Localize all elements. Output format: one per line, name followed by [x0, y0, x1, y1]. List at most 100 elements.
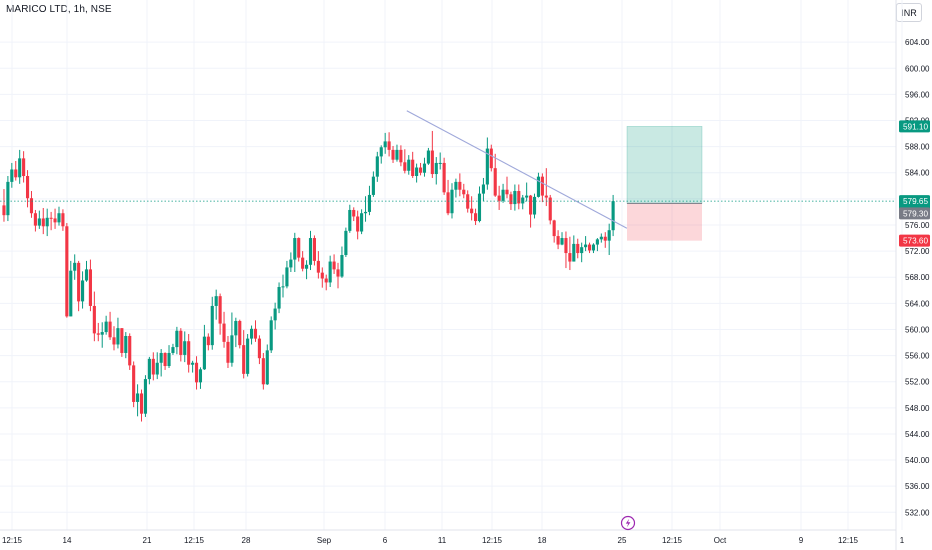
- candle: [466, 190, 470, 213]
- y-tick-label: 604.00: [905, 38, 930, 47]
- candle: [41, 208, 45, 235]
- candle-body: [88, 269, 92, 306]
- y-tick-label: 564.00: [905, 299, 930, 308]
- candle-body: [155, 362, 159, 375]
- candle-body: [293, 238, 297, 260]
- candle-body: [576, 243, 580, 254]
- candle-body: [214, 296, 218, 306]
- candle: [120, 328, 124, 357]
- candle-body: [525, 195, 529, 198]
- candle-body: [163, 352, 167, 367]
- candle: [29, 191, 34, 218]
- candle: [525, 182, 529, 202]
- candle: [481, 177, 485, 202]
- candle: [234, 317, 238, 348]
- candle-body: [61, 213, 65, 227]
- candle-body: [611, 201, 615, 231]
- candle: [49, 211, 53, 231]
- lightning-event-icon[interactable]: [620, 515, 636, 531]
- y-tick-label: 572.00: [905, 247, 930, 256]
- candle: [599, 233, 603, 243]
- candle-body: [340, 255, 344, 277]
- candle: [175, 326, 179, 355]
- candle: [548, 194, 552, 225]
- candle: [151, 352, 155, 381]
- y-tick-label: 552.00: [905, 378, 930, 387]
- candle: [540, 173, 544, 203]
- candle-body: [84, 269, 89, 281]
- candle-body: [277, 287, 281, 309]
- candle-body: [308, 238, 313, 265]
- candle-body: [383, 141, 387, 148]
- candle-body: [599, 236, 603, 240]
- candle: [139, 389, 144, 422]
- candle: [505, 176, 509, 199]
- lightning-bolt-icon: [625, 518, 631, 528]
- candle: [293, 232, 297, 272]
- candle: [556, 230, 560, 250]
- candle: [33, 209, 37, 232]
- candle-body: [395, 149, 399, 160]
- candle-body: [360, 213, 364, 232]
- candle-body: [10, 169, 14, 182]
- candle: [568, 236, 572, 271]
- candle: [560, 232, 564, 246]
- candle-body: [560, 238, 564, 245]
- candle-body: [65, 226, 69, 317]
- candle: [399, 145, 403, 167]
- candle-body: [18, 158, 22, 178]
- candle-body: [564, 238, 568, 254]
- candle: [387, 132, 391, 157]
- candle: [281, 274, 285, 298]
- candle: [438, 152, 442, 170]
- candle: [14, 160, 18, 181]
- candle-body: [73, 262, 77, 271]
- candle: [407, 155, 411, 175]
- y-tick-label: 536.00: [905, 482, 930, 491]
- target-price-label-text: 591.10: [903, 122, 928, 131]
- candle-body: [175, 330, 179, 348]
- candle: [320, 267, 324, 288]
- candle: [305, 260, 309, 280]
- entry-price-label-text: 579.30: [903, 209, 928, 218]
- candle-body: [529, 195, 533, 215]
- candle-body: [375, 156, 379, 177]
- candle: [587, 242, 592, 254]
- candle: [324, 274, 328, 291]
- candle-body: [367, 194, 372, 212]
- candle: [572, 235, 576, 262]
- candle: [403, 149, 407, 174]
- candle-body: [332, 261, 336, 270]
- candle-body: [501, 189, 505, 201]
- entry-price-label-bg: [899, 207, 930, 220]
- candle: [261, 352, 265, 390]
- candle: [96, 322, 100, 342]
- candle: [18, 149, 22, 184]
- candle: [167, 345, 171, 368]
- candle-body: [132, 365, 136, 402]
- x-tick-label: 9: [799, 536, 804, 545]
- candle: [513, 184, 517, 211]
- candle-body: [497, 195, 501, 201]
- candle: [179, 328, 183, 362]
- candle: [171, 343, 175, 355]
- candle-body: [143, 379, 148, 414]
- candle-body: [536, 176, 541, 197]
- x-tick-label: 14: [63, 536, 72, 545]
- candle-body: [171, 347, 175, 353]
- candle: [536, 172, 541, 198]
- candle: [61, 209, 65, 231]
- candle-body: [379, 147, 383, 157]
- candle-body: [198, 369, 203, 383]
- x-tick-label: 1: [900, 536, 905, 545]
- candle: [529, 194, 533, 228]
- candle: [603, 232, 607, 248]
- candle-body: [45, 217, 49, 227]
- candle-body: [399, 149, 403, 163]
- candle-body: [363, 211, 368, 214]
- candle: [57, 206, 61, 226]
- candle: [194, 356, 199, 390]
- candle-body: [305, 264, 309, 269]
- candle-body: [206, 336, 210, 346]
